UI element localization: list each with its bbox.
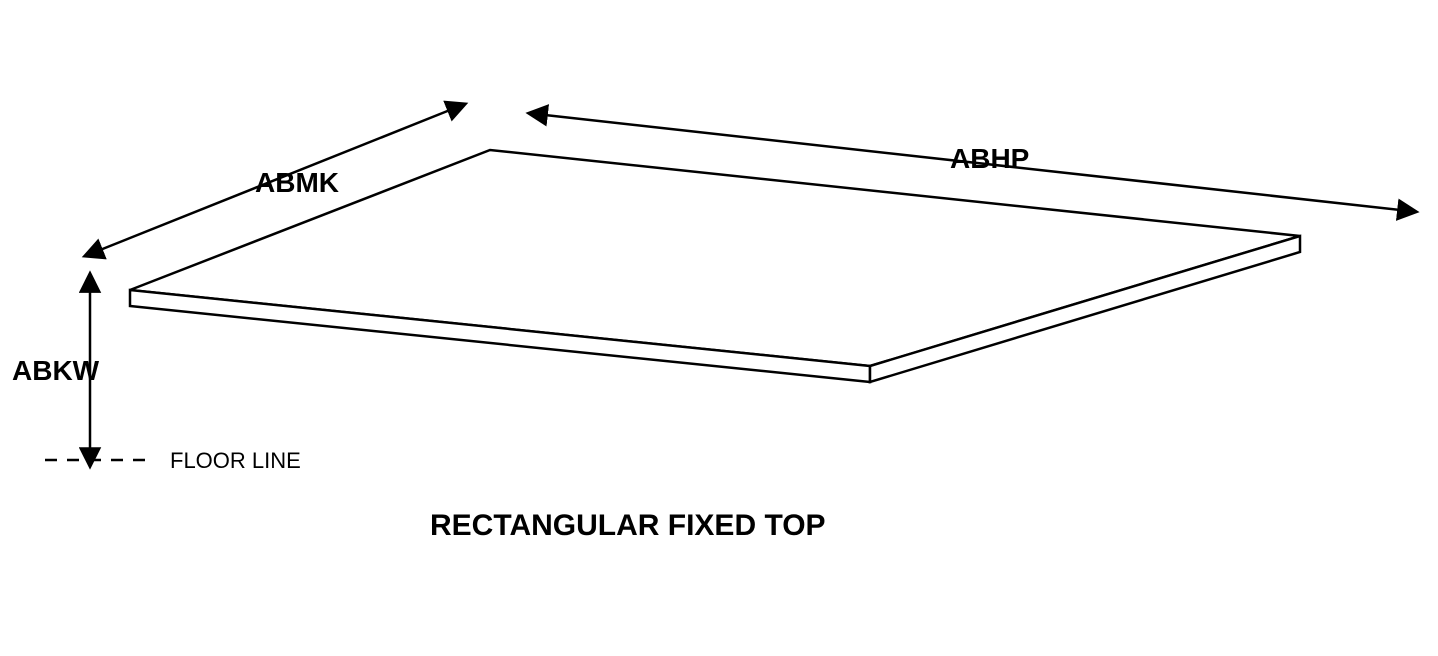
- label-abhp: ABHP: [950, 143, 1029, 174]
- label-abkw: ABKW: [12, 355, 100, 386]
- diagram-canvas: ABMK ABHP ABKW FLOOR LINE RECTANGULAR FI…: [0, 0, 1438, 656]
- diagram-title: RECTANGULAR FIXED TOP: [430, 509, 826, 542]
- label-abmk: ABMK: [255, 167, 339, 198]
- label-floor-line: FLOOR LINE: [170, 448, 301, 473]
